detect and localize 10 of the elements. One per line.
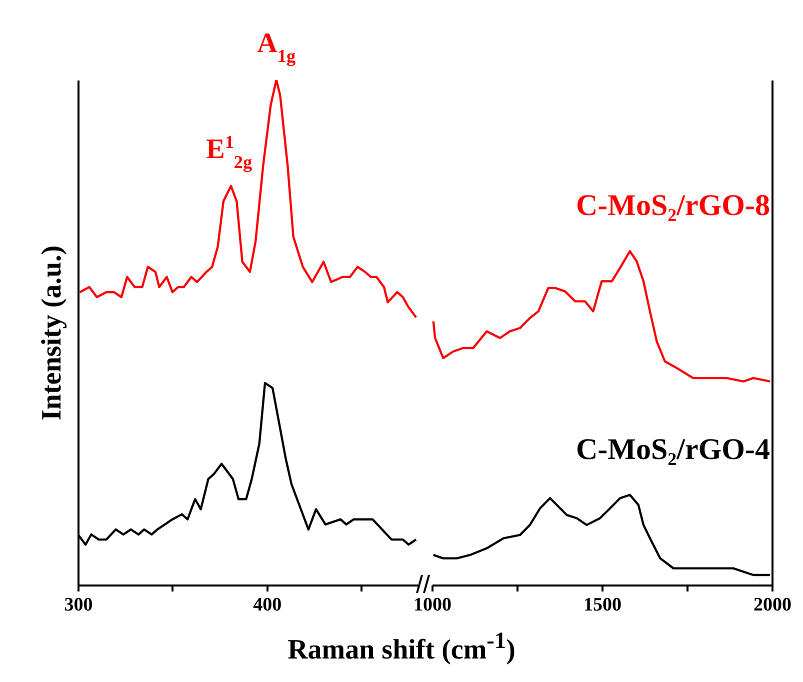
text: C-MoS₂/rGO-8 xyxy=(576,189,770,222)
series-label: C-MoS₂/rGO-4 xyxy=(576,432,770,466)
x-tick-label: 1000 xyxy=(414,594,452,616)
x-axis-title: Raman shift (cm$^{-1}$) xyxy=(286,628,516,666)
x-tick-label: 400 xyxy=(253,594,282,616)
x-tick-label: 1500 xyxy=(584,594,622,616)
y-axis-title: Intensity (a.u.) xyxy=(36,245,68,421)
x-tick-label: 2000 xyxy=(754,594,792,616)
x-tick-label: 300 xyxy=(64,594,93,616)
annotation: A$_{1g}$ xyxy=(257,28,296,67)
